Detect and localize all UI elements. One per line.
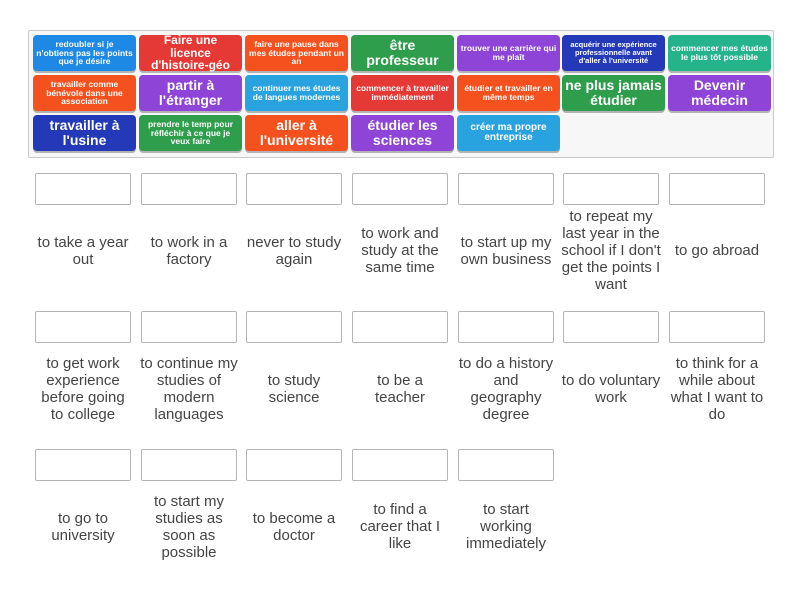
- prompt-text: to get work experience before going to c…: [41, 354, 125, 423]
- drop-slot[interactable]: [563, 311, 659, 343]
- prompt-text: to start my studies as soon as possible: [153, 492, 224, 561]
- prompt-text: to do a history and geography degree: [458, 354, 554, 423]
- drop-slot[interactable]: [35, 449, 131, 481]
- drop-slot[interactable]: [352, 449, 448, 481]
- answer-tile[interactable]: ne plus jamais étudier: [562, 75, 665, 111]
- drop-slot[interactable]: [563, 173, 659, 205]
- answer-tile[interactable]: prendre le temp pour réfléchir à ce que …: [139, 115, 242, 151]
- drop-slot[interactable]: [352, 311, 448, 343]
- prompt-text: to take a year out: [37, 233, 129, 268]
- drop-slot[interactable]: [141, 449, 237, 481]
- drop-slot[interactable]: [669, 311, 765, 343]
- prompt-text: to think for a while about what I want t…: [670, 354, 764, 423]
- answer-tile[interactable]: faire une pause dans mes études pendant …: [245, 35, 348, 71]
- prompt-text: to do voluntary work: [561, 371, 661, 406]
- prompt-text: to be a teacher: [374, 371, 426, 406]
- drop-slot[interactable]: [246, 173, 342, 205]
- answer-tile[interactable]: Devenir médecin: [668, 75, 771, 111]
- prompt-text: to find a career that I like: [359, 501, 441, 552]
- drop-slot[interactable]: [352, 173, 448, 205]
- answer-tile[interactable]: redoubler si je n'obtiens pas les points…: [33, 35, 136, 71]
- prompt-text: to work and study at the same time: [361, 225, 439, 276]
- answer-tile[interactable]: acquérir une expérience professionnelle …: [562, 35, 665, 71]
- answer-tile[interactable]: créer ma propre entreprise: [457, 115, 560, 151]
- drop-slot[interactable]: [458, 449, 554, 481]
- answer-tile[interactable]: Faire une licence d'histoire-géo: [139, 34, 242, 72]
- drop-slot[interactable]: [246, 311, 342, 343]
- answer-tile[interactable]: commencer à travailler immédiatement: [351, 75, 454, 111]
- answer-tile[interactable]: être professeur: [351, 35, 454, 71]
- prompt-text: to work in a factory: [150, 233, 228, 268]
- answer-tile[interactable]: continuer mes études de langues modernes: [245, 75, 348, 111]
- drop-slot[interactable]: [246, 449, 342, 481]
- prompt-text: to go to university: [51, 509, 115, 544]
- answer-tile[interactable]: étudier et travailler en même temps: [457, 75, 560, 111]
- prompt-text: to go abroad: [674, 242, 760, 259]
- prompt-text: to start working immediately: [465, 501, 547, 552]
- drop-slot[interactable]: [35, 173, 131, 205]
- drop-slot[interactable]: [669, 173, 765, 205]
- prompt-text: to study science: [267, 371, 321, 406]
- answer-tile[interactable]: trouver une carrière qui me plaît: [457, 35, 560, 71]
- prompt-text: to start up my own business: [460, 233, 552, 268]
- prompt-text: to continue my studies of modern languag…: [140, 354, 238, 423]
- answer-tray: redoubler si je n'obtiens pas les points…: [28, 30, 774, 158]
- answer-tile[interactable]: travailler comme bénévole dans une assoc…: [33, 75, 136, 111]
- drop-slot[interactable]: [458, 311, 554, 343]
- drop-slot[interactable]: [458, 173, 554, 205]
- answer-tile[interactable]: commencer mes études le plus tôt possibl…: [668, 35, 771, 71]
- answer-tile[interactable]: travailler à l'usine: [33, 115, 136, 151]
- prompt-text: to become a doctor: [252, 509, 336, 544]
- prompt-text: never to study again: [246, 233, 342, 268]
- prompt-text: to repeat my last year in the school if …: [561, 208, 661, 293]
- drop-slot[interactable]: [141, 311, 237, 343]
- answer-tile[interactable]: partir à l'étranger: [139, 75, 242, 111]
- answer-tile[interactable]: aller à l'université: [245, 115, 348, 151]
- drop-slot[interactable]: [141, 173, 237, 205]
- drop-slot[interactable]: [35, 311, 131, 343]
- answer-tile[interactable]: étudier les sciences: [351, 115, 454, 151]
